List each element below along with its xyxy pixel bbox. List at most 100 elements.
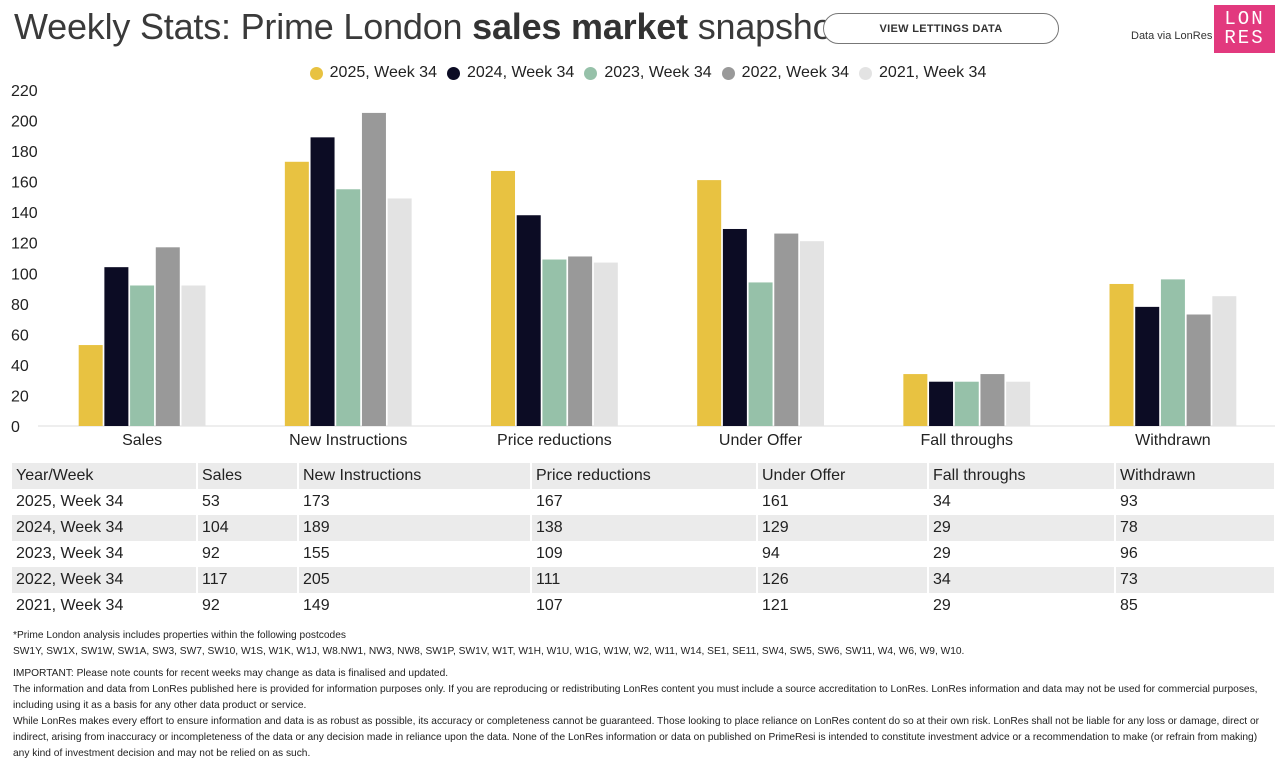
table-cell: 78 — [1114, 515, 1274, 541]
footnote-usage: The information and data from LonRes pub… — [13, 684, 1258, 711]
table-cell: 121 — [756, 593, 928, 619]
table-cell: 92 — [196, 541, 298, 567]
lonres-logo[interactable]: LON RES — [1214, 5, 1275, 53]
bar — [1160, 279, 1185, 426]
bar — [1135, 306, 1160, 426]
table-cell: 138 — [530, 515, 757, 541]
legend-item[interactable]: 2024, Week 34 — [446, 64, 574, 82]
table-body: 2025, Week 34 53 173 167 161 34 93 2024, Week 3… — [12, 489, 1274, 619]
y-tick-label: 220 — [11, 83, 38, 100]
bar — [361, 112, 386, 426]
table-cell: 73 — [1114, 567, 1274, 593]
table-cell: 167 — [530, 489, 757, 515]
table-cell: 161 — [756, 489, 928, 515]
bar — [593, 262, 618, 426]
table-cell: 2024, Week 34 — [12, 515, 197, 541]
table-header-cell: Withdrawn — [1114, 463, 1274, 489]
footnote-important: IMPORTANT: Please note counts for recent… — [13, 668, 449, 679]
table-cell: 2025, Week 34 — [16, 493, 124, 510]
legend-item[interactable]: 2023, Week 34 — [584, 64, 712, 82]
legend-item[interactable]: 2021, Week 34 — [859, 64, 986, 82]
y-tick-label: 180 — [11, 144, 38, 161]
legend-label: 2023, Week 34 — [604, 64, 712, 81]
bar — [336, 189, 361, 426]
table-cell: 92 — [196, 593, 298, 619]
footnotes: *Prime London analysis includes properti… — [13, 628, 1273, 762]
x-tick-label: Withdrawn — [1135, 432, 1211, 449]
table-cell: 107 — [530, 593, 757, 619]
table-header-cell: Under Offer — [756, 463, 928, 489]
bar — [130, 285, 155, 426]
bar — [155, 247, 180, 426]
title-prefix: Weekly Stats: Prime London — [14, 6, 473, 47]
legend-item[interactable]: 2022, Week 34 — [721, 64, 850, 82]
table-header-cell: New Instructions — [297, 463, 531, 489]
y-tick-label: 20 — [11, 388, 29, 405]
x-tick-label: New Instructions — [289, 432, 407, 449]
table-cell: 93 — [1114, 489, 1274, 515]
y-tick-label: 60 — [11, 327, 29, 344]
chart-legend: 2025, Week 34 2024, Week 34 2023, Week 34 2… — [0, 62, 1280, 84]
bar — [491, 170, 516, 426]
legend-label: 2022, Week 34 — [741, 64, 850, 81]
table-cell: 149 — [297, 593, 531, 619]
footnote-postcodes-list: SW1Y, SW1X, SW1W, SW1A, SW3, SW7, SW10, … — [13, 646, 965, 657]
bar — [516, 215, 541, 426]
legend-swatch — [584, 66, 598, 80]
bar — [181, 285, 206, 426]
table-cell: 173 — [297, 489, 531, 515]
x-tick-label: Sales — [122, 432, 162, 449]
table-cell: 111 — [530, 567, 757, 593]
legend-swatch — [721, 66, 735, 80]
logo-line1: LON — [1224, 8, 1265, 30]
bar — [1109, 283, 1134, 426]
bar — [284, 161, 309, 427]
bar — [774, 233, 799, 426]
table-cell: 29 — [927, 593, 1115, 619]
table-header-cell: Price reductions — [530, 463, 757, 489]
bar — [1186, 314, 1211, 426]
table-cell: 34 — [927, 567, 1115, 593]
footnote-postcodes-intro: *Prime London analysis includes properti… — [13, 630, 346, 641]
bar — [722, 228, 747, 426]
y-tick-label: 140 — [11, 205, 38, 222]
table-cell: 2023, Week 34 — [16, 545, 124, 562]
title-bold: sales market — [472, 6, 688, 47]
legend-item[interactable]: 2025, Week 34 — [309, 64, 437, 82]
view-lettings-data-button[interactable]: VIEW LETTINGS DATA — [823, 13, 1059, 44]
table-cell: 189 — [297, 515, 531, 541]
logo-line2: RES — [1224, 27, 1265, 49]
table-cell: 126 — [756, 567, 928, 593]
table-cell: 117 — [196, 567, 298, 593]
table-row: 2022, Week 34 117 205 111 126 34 73 — [12, 567, 1274, 593]
table-header-cell: Year/Week — [12, 463, 197, 489]
source-note: Data via LonRes — [1131, 30, 1213, 42]
legend-label: 2025, Week 34 — [329, 64, 437, 81]
table-cell: 2021, Week 34 — [16, 597, 124, 614]
footnote-disclaimer: While LonRes makes every effort to ensur… — [13, 716, 1260, 759]
table-cell: 205 — [297, 567, 531, 593]
table-cell: 34 — [927, 489, 1115, 515]
table-cell: 94 — [756, 541, 928, 567]
bar — [568, 256, 593, 426]
y-tick-label: 120 — [11, 236, 38, 253]
bar — [1212, 296, 1237, 426]
x-tick-label: Fall throughs — [921, 432, 1014, 449]
table-cell: 109 — [530, 541, 757, 567]
table-cell: 53 — [196, 489, 298, 515]
bar — [387, 198, 412, 426]
bar — [697, 180, 722, 426]
table-cell: 129 — [756, 515, 928, 541]
bar — [799, 241, 824, 426]
y-tick-label: 40 — [11, 358, 29, 375]
table-cell: 29 — [927, 515, 1115, 541]
data-table: Year/Week Sales New Instructions Price redu… — [12, 463, 1274, 619]
bar — [954, 381, 979, 426]
table-header-cell: Sales — [196, 463, 298, 489]
bar — [104, 267, 129, 426]
bar — [1006, 381, 1031, 426]
table-cell: 85 — [1114, 593, 1274, 619]
bar — [929, 381, 954, 426]
table-header-cell: Fall throughs — [927, 463, 1115, 489]
